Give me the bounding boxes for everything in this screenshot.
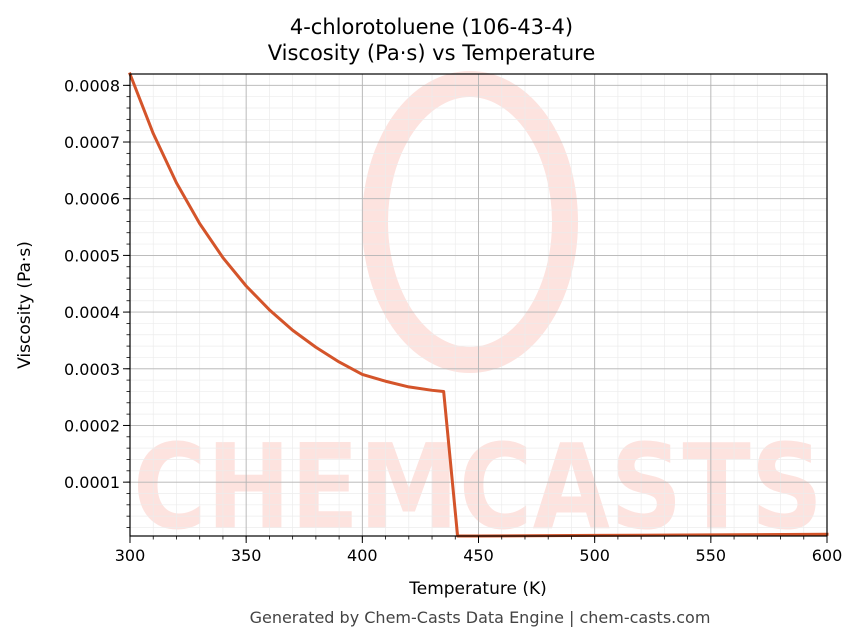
- chart-subtitle: Viscosity (Pa·s) vs Temperature: [267, 41, 596, 65]
- x-axis: 300 350 400 450 500 550 600: [115, 536, 843, 565]
- watermark-logo-ring: [362, 71, 578, 373]
- y-tick-label: 0.0001: [64, 473, 120, 492]
- y-axis: 0.0001 0.0002 0.0003 0.0004 0.0005 0.0006 0.00…: [64, 76, 130, 528]
- y-tick-label: 0.0003: [64, 360, 120, 379]
- y-tick-label: 0.0005: [64, 246, 120, 265]
- y-tick-label: 0.0004: [64, 303, 120, 322]
- watermark-text: CHEMCASTS: [133, 418, 823, 556]
- watermark: CHEMCASTS: [133, 71, 823, 556]
- y-tick-label: 0.0002: [64, 416, 120, 435]
- x-axis-label: Temperature (K): [408, 579, 547, 599]
- x-tick-label: 600: [812, 546, 843, 565]
- y-axis-label: Viscosity (Pa·s): [15, 241, 35, 369]
- footer-credit: Generated by Chem-Casts Data Engine | ch…: [249, 608, 711, 627]
- x-tick-label: 300: [115, 546, 146, 565]
- y-tick-label: 0.0006: [64, 190, 120, 209]
- x-tick-label: 350: [231, 546, 262, 565]
- chart-title: 4-chlorotoluene (106-43-4): [289, 15, 574, 39]
- y-tick-label: 0.0007: [64, 133, 120, 152]
- x-tick-label: 450: [463, 546, 494, 565]
- x-tick-label: 400: [347, 546, 378, 565]
- x-tick-label: 500: [579, 546, 610, 565]
- x-tick-label: 550: [696, 546, 727, 565]
- y-tick-label: 0.0008: [64, 76, 120, 95]
